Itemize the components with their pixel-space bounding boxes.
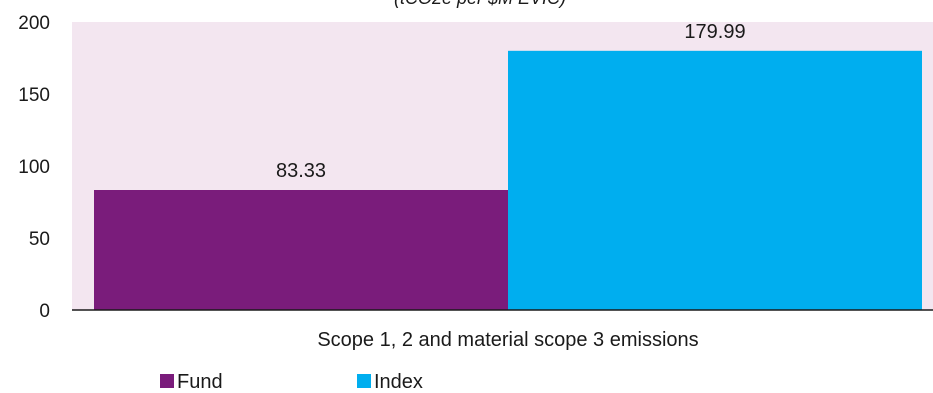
y-axis: 0 50 100 150 200	[18, 13, 50, 322]
bar-fund	[94, 190, 508, 310]
legend-label-index: Index	[374, 371, 423, 393]
legend-swatch-index	[357, 374, 371, 388]
y-tick-label-150: 150	[18, 85, 50, 106]
bar-index	[508, 50, 922, 311]
bars-group: 83.33 179.99	[94, 21, 922, 311]
legend-swatch-fund	[160, 374, 174, 388]
data-label-index: 179.99	[684, 21, 745, 43]
y-tick-label-50: 50	[29, 229, 50, 250]
y-tick-label-0: 0	[39, 301, 50, 322]
chart-subtitle: (tCO2e per $M EVIC)	[394, 0, 566, 8]
data-label-fund: 83.33	[276, 160, 326, 182]
legend-label-fund: Fund	[177, 371, 223, 393]
legend: Fund Index	[160, 371, 423, 393]
category-label: Scope 1, 2 and material scope 3 emission…	[317, 329, 698, 351]
y-tick-label-100: 100	[18, 157, 50, 178]
y-tick-label-200: 200	[18, 13, 50, 34]
